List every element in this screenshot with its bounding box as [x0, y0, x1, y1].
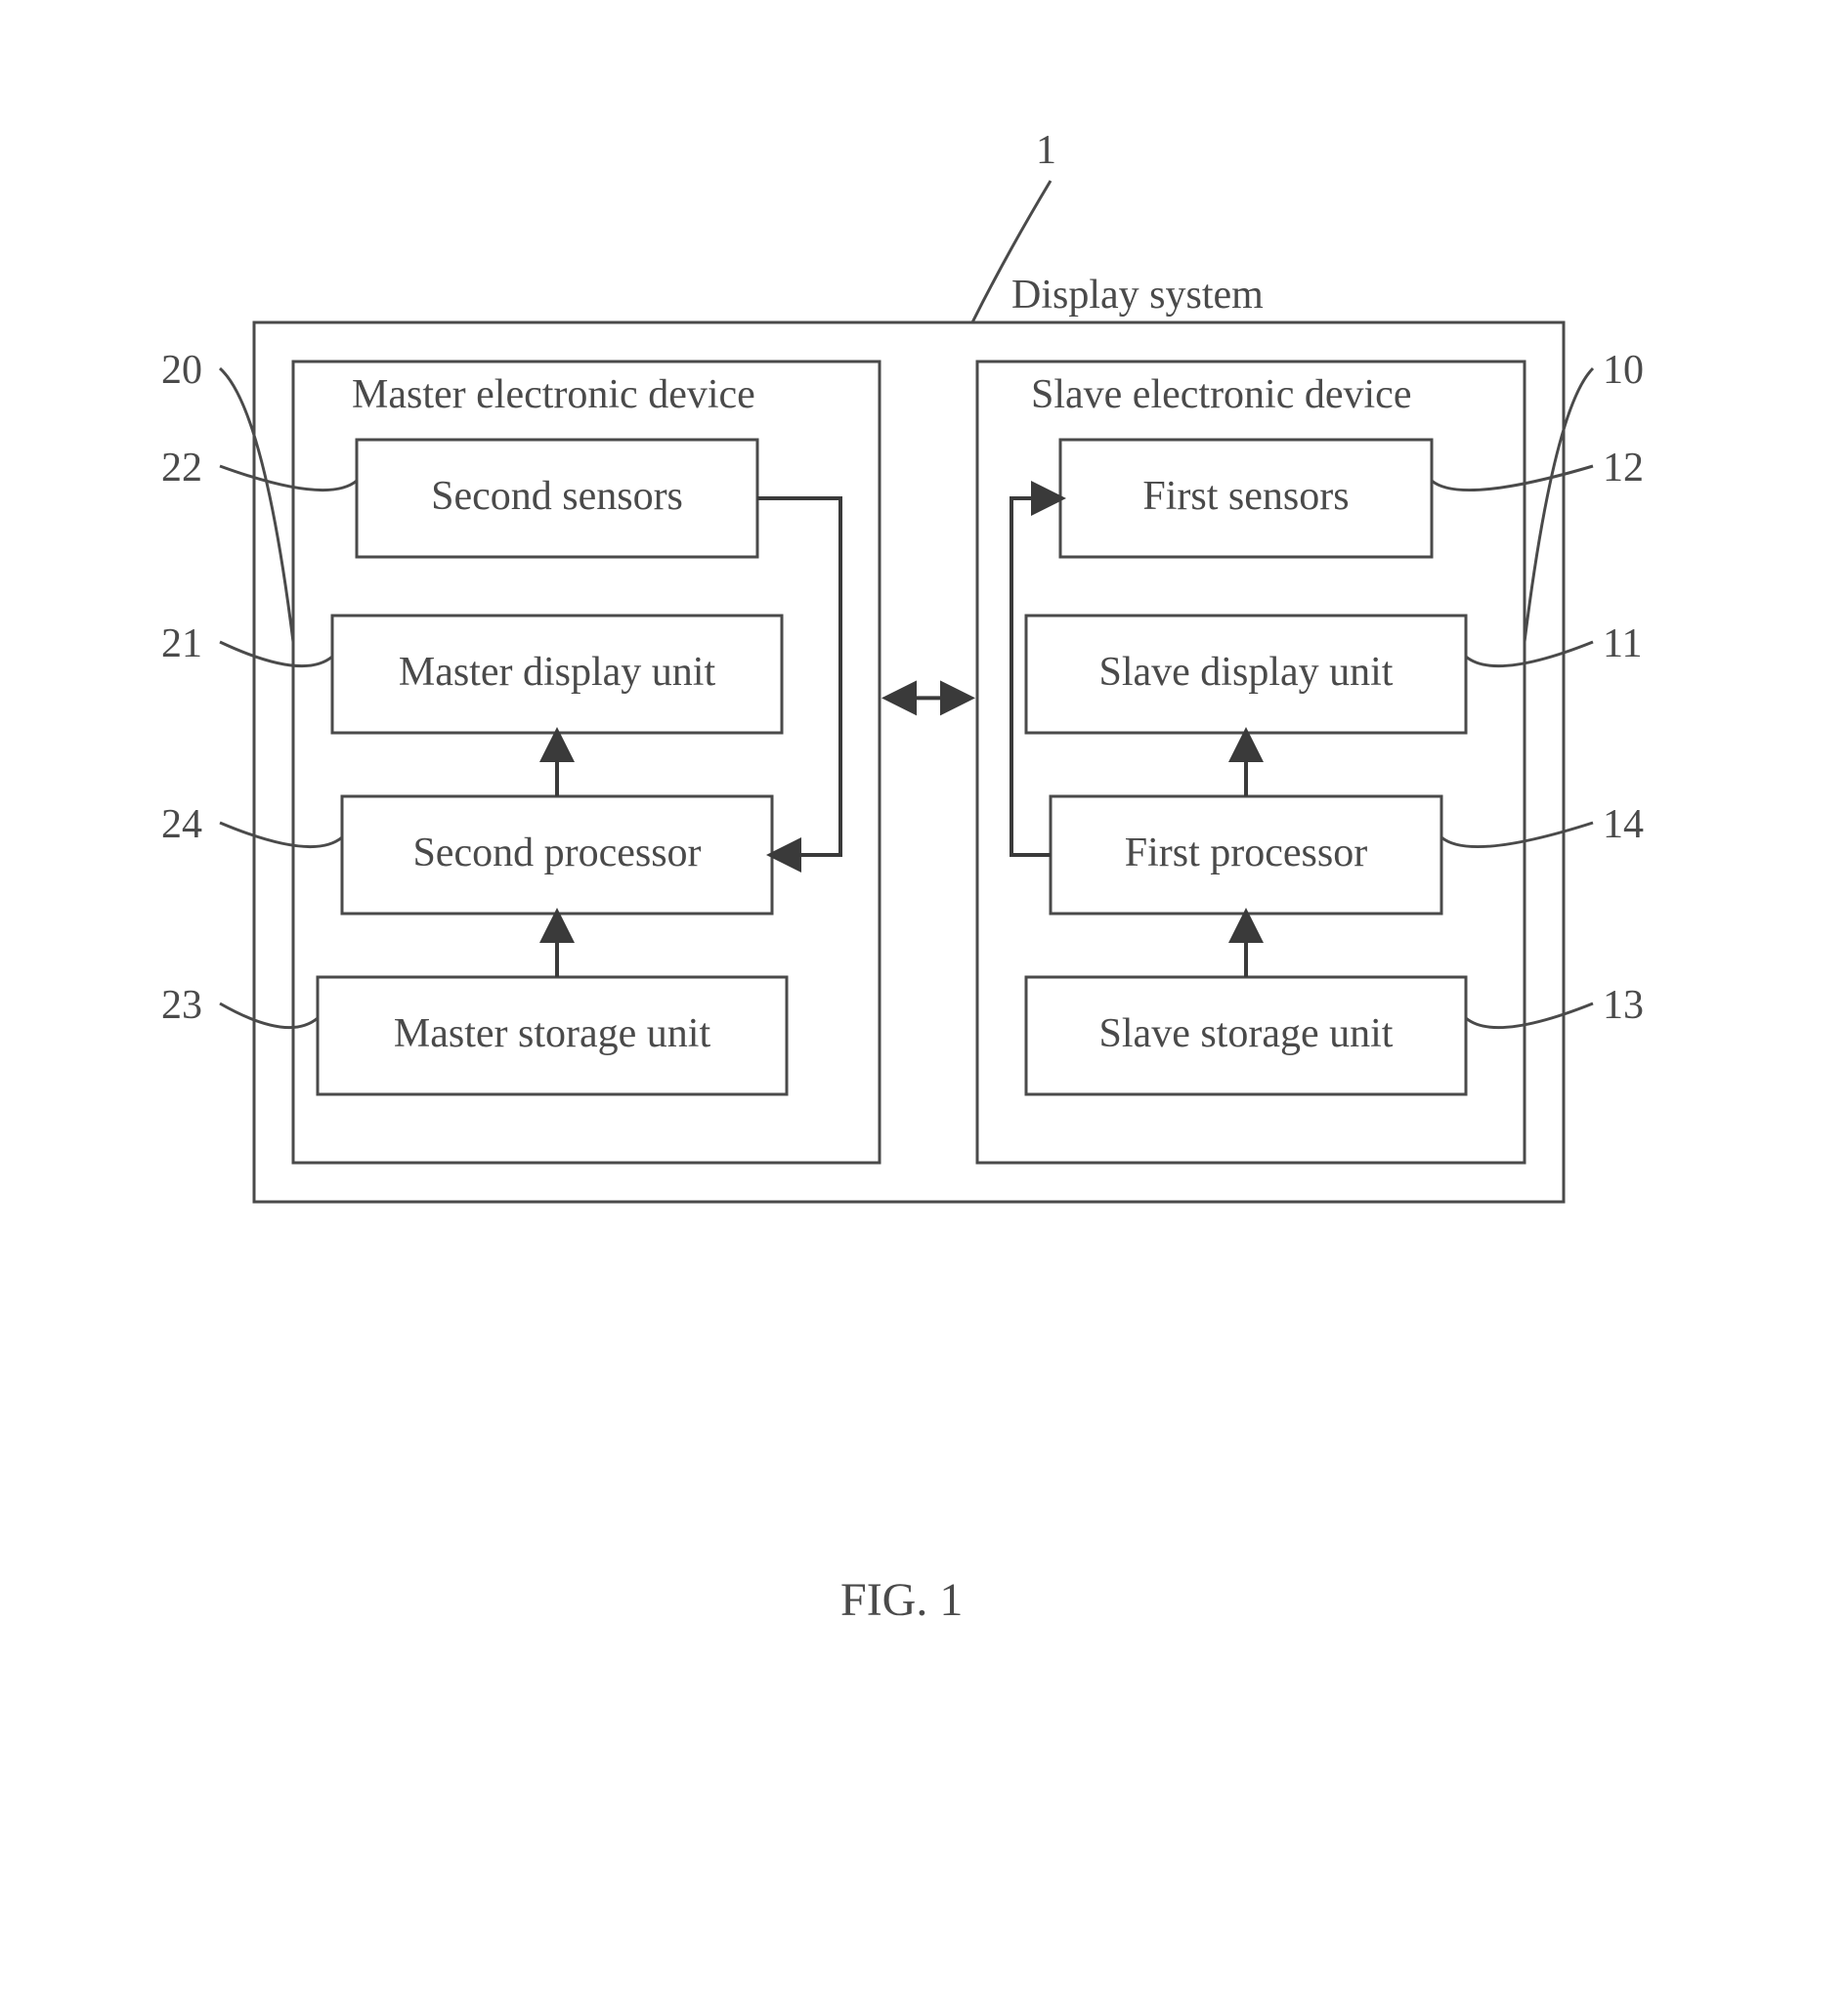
ref-master-processor: 24: [161, 801, 202, 848]
master-processor-label: Second processor: [342, 830, 772, 876]
figure-caption: FIG. 1: [840, 1573, 963, 1627]
ref-master: 20: [161, 347, 202, 394]
system-title: Display system: [1011, 272, 1264, 319]
master-storage-label: Master storage unit: [318, 1010, 787, 1057]
ref-master-storage: 23: [161, 982, 202, 1029]
ref-master-display: 21: [161, 620, 202, 667]
slave-title: Slave electronic device: [1031, 371, 1411, 418]
slave-sensors-label: First sensors: [1060, 473, 1432, 520]
slave-processor-label: First processor: [1051, 830, 1441, 876]
ref-slave-display: 11: [1603, 620, 1642, 667]
master-sensors-label: Second sensors: [357, 473, 757, 520]
diagram-svg: [0, 0, 1848, 2004]
ref-slave-sensors: 12: [1603, 445, 1644, 491]
ref-slave-processor: 14: [1603, 801, 1644, 848]
master-display-label: Master display unit: [332, 649, 782, 696]
ref-slave: 10: [1603, 347, 1644, 394]
slave-storage-label: Slave storage unit: [1026, 1010, 1466, 1057]
slave-display-label: Slave display unit: [1026, 649, 1466, 696]
ref-system: 1: [1036, 127, 1056, 174]
diagram-canvas: Display system Master electronic device …: [0, 0, 1848, 2004]
ref-master-sensors: 22: [161, 445, 202, 491]
ref-slave-storage: 13: [1603, 982, 1644, 1029]
master-title: Master electronic device: [352, 371, 755, 418]
